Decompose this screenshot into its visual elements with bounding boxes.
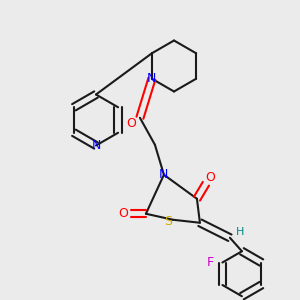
Text: O: O [126, 117, 136, 130]
Text: H: H [236, 227, 244, 237]
Text: N: N [147, 72, 157, 85]
Text: O: O [118, 207, 128, 220]
Text: N: N [91, 139, 101, 152]
Text: F: F [207, 256, 214, 269]
Text: N: N [159, 168, 169, 181]
Text: S: S [164, 215, 172, 228]
Text: O: O [206, 171, 215, 184]
